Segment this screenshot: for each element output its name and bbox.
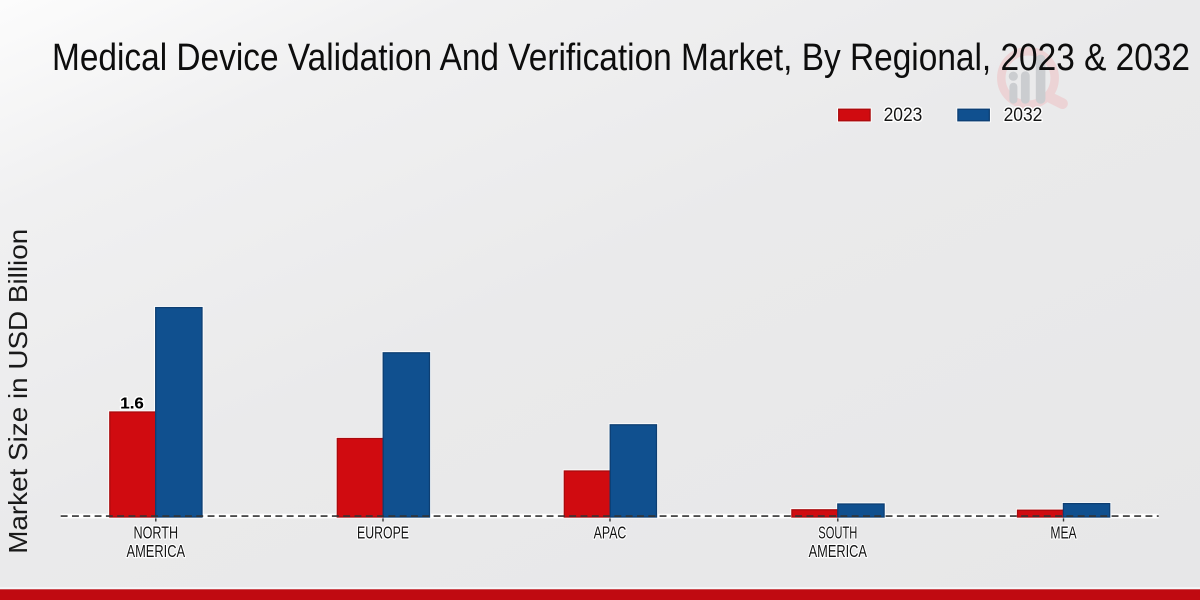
svg-text:AMERICA: AMERICA <box>127 541 186 561</box>
svg-text:1.6: 1.6 <box>120 396 144 413</box>
svg-text:SOUTH: SOUTH <box>818 522 857 542</box>
svg-text:2032: 2032 <box>1004 105 1043 126</box>
svg-text:Medical Device Validation And: Medical Device Validation And Verificati… <box>52 37 1190 79</box>
svg-text:APAC: APAC <box>594 522 627 542</box>
svg-text:EUROPE: EUROPE <box>357 522 409 542</box>
svg-text:2023: 2023 <box>884 105 923 126</box>
svg-text:AMERICA: AMERICA <box>809 541 868 561</box>
svg-text:NORTH: NORTH <box>133 522 178 542</box>
svg-text:Market Size in USD Billion: Market Size in USD Billion <box>3 229 33 554</box>
svg-text:1.6: 1.6 <box>120 396 144 413</box>
svg-text:MEA: MEA <box>1050 522 1077 542</box>
